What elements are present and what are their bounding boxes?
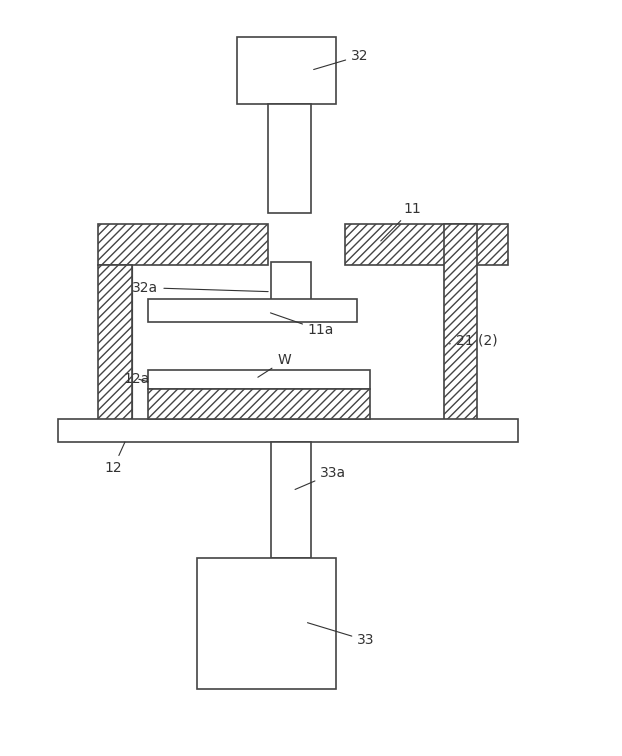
Bar <box>98 265 132 423</box>
Bar <box>98 225 268 265</box>
Text: 33: 33 <box>307 623 374 647</box>
Bar <box>271 262 311 303</box>
Bar <box>147 299 357 322</box>
Bar <box>58 420 518 442</box>
Bar <box>237 36 336 104</box>
Text: 12: 12 <box>104 442 125 475</box>
Text: 11: 11 <box>381 202 421 241</box>
Text: 12a: 12a <box>123 371 149 386</box>
Bar <box>147 370 369 389</box>
Text: W: W <box>258 354 291 377</box>
Bar <box>197 558 336 689</box>
Bar <box>268 104 311 213</box>
Bar <box>147 389 369 420</box>
Text: 21 (2): 21 (2) <box>449 333 498 347</box>
Text: 33a: 33a <box>295 466 346 489</box>
Bar <box>271 442 311 558</box>
Bar <box>345 225 508 265</box>
Text: 32: 32 <box>313 49 369 70</box>
Bar <box>443 225 478 423</box>
Text: 32a: 32a <box>132 280 268 295</box>
Text: 11a: 11a <box>271 313 334 337</box>
